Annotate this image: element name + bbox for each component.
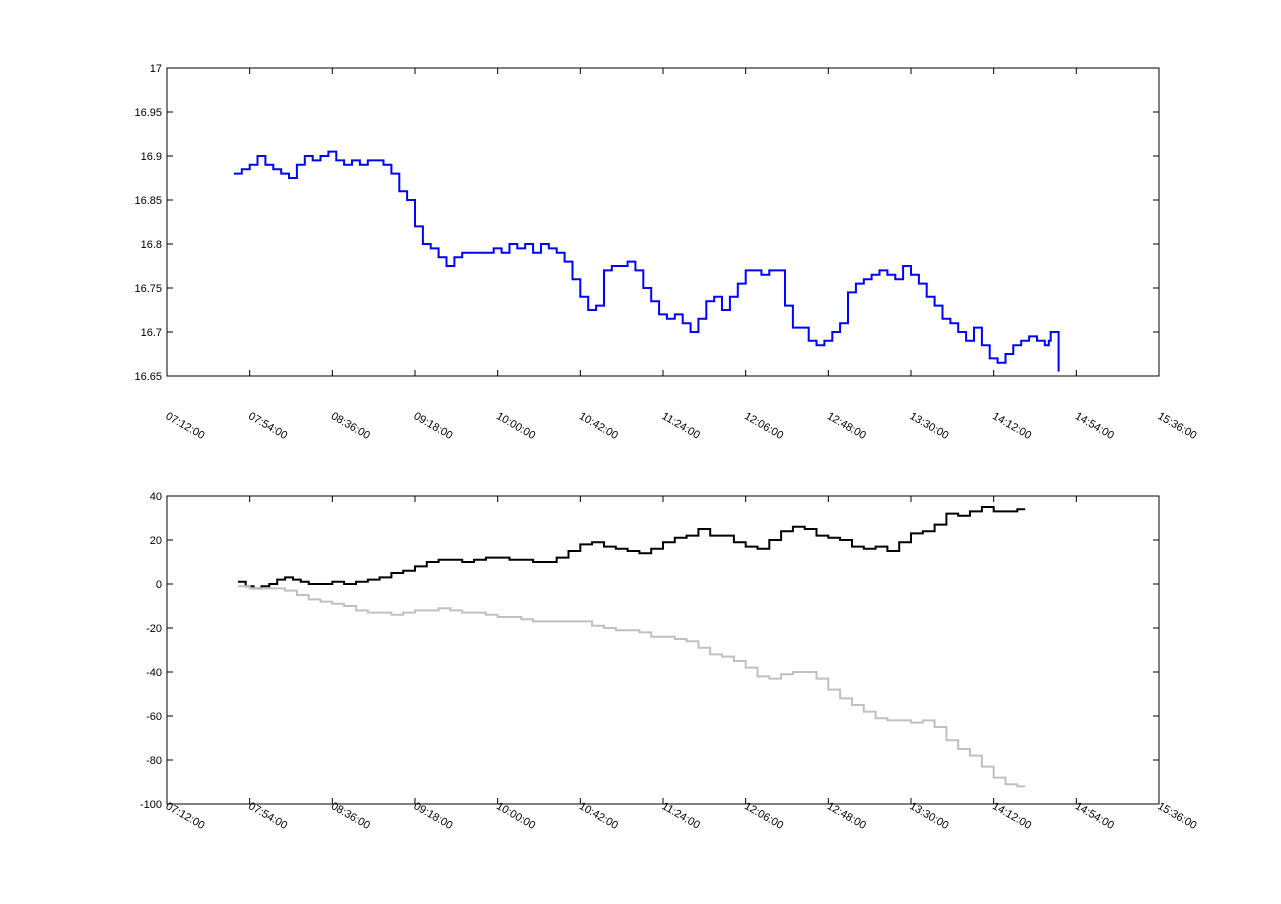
bottom-ytick-label: -80: [146, 755, 162, 767]
bottom-series-layer: [237, 506, 1026, 788]
bottom-xtick-label: 12:48:00: [825, 800, 868, 832]
bottom-ytick-label: 40: [150, 491, 162, 503]
bottom-ytick-label: -100: [140, 799, 162, 811]
top-series-layer: [233, 150, 1060, 372]
top-axes-box: [166, 67, 1160, 377]
top-series-line-0: [233, 150, 1060, 372]
bottom-ytick-label: -60: [146, 711, 162, 723]
top-xtick-label: 08:36:00: [329, 410, 372, 442]
top-ytick-label: 16.8: [141, 239, 162, 251]
top-ytick-label: 16.75: [134, 283, 162, 295]
bottom-ytick-label: -20: [146, 623, 162, 635]
top-xtick-label: 15:36:00: [1156, 410, 1199, 442]
bottom-ytick-label: -40: [146, 667, 162, 679]
bottom-xtick-label: 14:12:00: [990, 800, 1033, 832]
top-ytick-label: 16.7: [141, 327, 162, 339]
bottom-xtick-label: 07:12:00: [164, 800, 207, 832]
bottom-xtick-label: 12:06:00: [742, 800, 785, 832]
top-xtick-label: 14:12:00: [990, 410, 1033, 442]
bottom-ytick-label: 0: [156, 579, 162, 591]
bottom-series-line-0: [237, 506, 1026, 590]
bottom-xtick-label: 08:36:00: [329, 800, 372, 832]
bottom-xtick-label: 11:24:00: [660, 800, 702, 831]
bottom-xtick-label: 10:42:00: [577, 800, 620, 832]
top-xtick-label: 13:30:00: [908, 410, 951, 442]
top-xtick-label: 07:54:00: [246, 410, 289, 442]
top-xtick-label: 10:00:00: [494, 410, 537, 442]
bottom-xtick-label: 15:36:00: [1156, 800, 1199, 832]
top-xtick-label: 07:12:00: [164, 410, 207, 442]
bottom-ytick-label: 20: [150, 535, 162, 547]
top-xtick-label: 14:54:00: [1073, 410, 1116, 442]
bottom-xtick-label: 13:30:00: [908, 800, 951, 832]
bottom-xtick-label: 10:00:00: [494, 800, 537, 832]
top-ytick-label: 16.85: [134, 195, 162, 207]
top-ytick-label: 16.9: [141, 151, 162, 163]
bottom-xtick-label: 09:18:00: [412, 800, 455, 832]
top-ytick-label: 16.95: [134, 107, 162, 119]
bottom-xtick-label: 14:54:00: [1073, 800, 1116, 832]
top-xtick-label: 12:48:00: [825, 410, 868, 442]
top-xtick-label: 12:06:00: [742, 410, 785, 442]
top-ytick-label: 16.65: [134, 371, 162, 383]
bottom-series-line-1: [237, 585, 1026, 788]
top-xtick-label: 11:24:00: [660, 410, 702, 441]
bottom-xtick-label: 07:54:00: [246, 800, 289, 832]
top-ytick-label: 17: [150, 63, 162, 75]
top-xtick-label: 09:18:00: [412, 410, 455, 442]
top-xtick-label: 10:42:00: [577, 410, 620, 442]
